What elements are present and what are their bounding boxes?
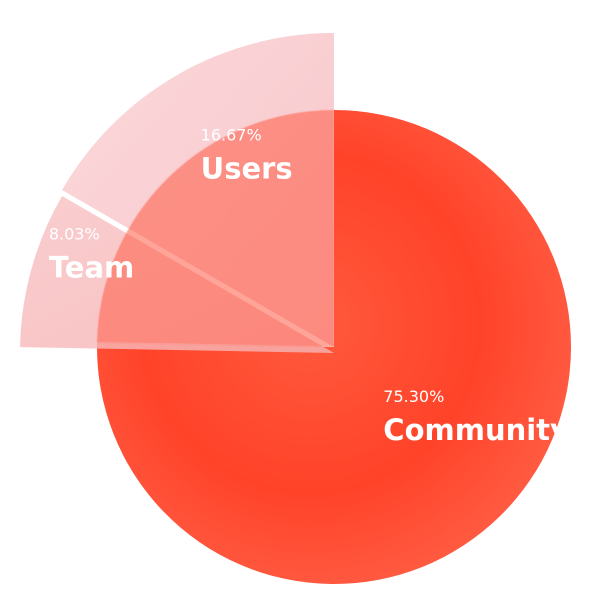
data-label-team-name: Team [49, 251, 134, 285]
data-label-users-percent: 16.67% [201, 125, 262, 144]
data-label-team-percent: 8.03% [49, 225, 100, 244]
data-label-users-name: Users [201, 151, 293, 185]
data-label-community-name: Community [383, 413, 569, 447]
data-label-community-percent: 75.30% [383, 387, 444, 406]
